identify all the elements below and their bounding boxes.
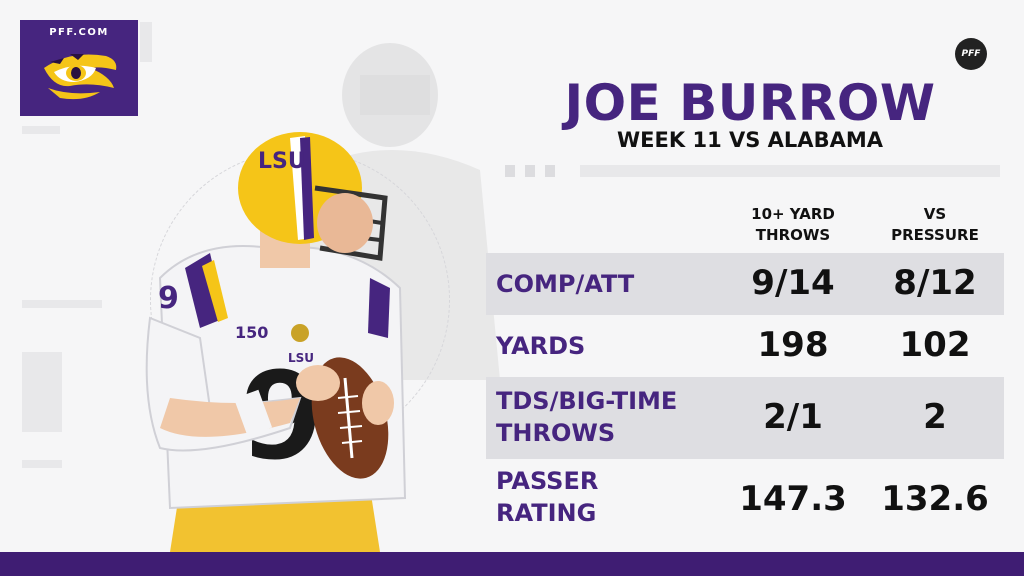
- decor-bar: [140, 22, 152, 62]
- decor-bar: [580, 165, 1000, 177]
- player-name: JOE BURROW: [564, 74, 936, 132]
- row-value-10-plus: 9/14: [751, 263, 835, 303]
- table-row-yards: YARDS 198 102: [486, 315, 1004, 377]
- row-value-vs-pressure: 132.6: [881, 479, 989, 519]
- team-logo-box: PFF.COM: [20, 20, 138, 116]
- decor-bar: [505, 165, 515, 177]
- row-label: TDS/BIG-TIME THROWS: [496, 387, 678, 447]
- row-value-vs-pressure: 102: [899, 325, 971, 365]
- decor-bar: [22, 352, 62, 432]
- row-value-vs-pressure: 2: [923, 397, 947, 437]
- decor-bar: [525, 165, 535, 177]
- table-row-comp-att: COMP/ATT 9/14 8/12: [486, 253, 1004, 315]
- quarterback-photo-icon: 9 9 LSU 150 LSU: [145, 132, 407, 552]
- row-value-10-plus: 147.3: [739, 479, 847, 519]
- svg-text:LSU: LSU: [288, 351, 314, 365]
- table-row-passer-rating: PASSER RATING 147.3 132.6: [486, 459, 1004, 541]
- tiger-eye-icon: [44, 54, 117, 100]
- pff-badge-icon: PFF: [955, 38, 987, 70]
- site-label: PFF.COM: [49, 27, 109, 38]
- column-header-10-plus-yard: 10+ YARD THROWS: [751, 205, 835, 244]
- column-header-vs-pressure: VS PRESSURE: [891, 205, 979, 244]
- svg-text:LSU: LSU: [258, 149, 306, 174]
- row-value-10-plus: 2/1: [763, 397, 823, 437]
- row-value-10-plus: 198: [757, 325, 829, 365]
- game-label: WEEK 11 VS ALABAMA: [617, 128, 883, 152]
- row-label: COMP/ATT: [496, 270, 635, 298]
- bottom-bar: [0, 552, 1024, 576]
- row-value-vs-pressure: 8/12: [893, 263, 977, 303]
- table-row-tds-btt: TDS/BIG-TIME THROWS 2/1 2: [486, 377, 1004, 459]
- decor-bar: [545, 165, 555, 177]
- svg-text:150: 150: [235, 323, 268, 342]
- row-label: PASSER RATING: [496, 467, 599, 527]
- row-label: YARDS: [496, 332, 586, 360]
- decor-bar: [22, 300, 102, 308]
- decor-bar: [22, 460, 62, 468]
- svg-text:9: 9: [158, 281, 179, 316]
- decor-bar: [22, 126, 60, 134]
